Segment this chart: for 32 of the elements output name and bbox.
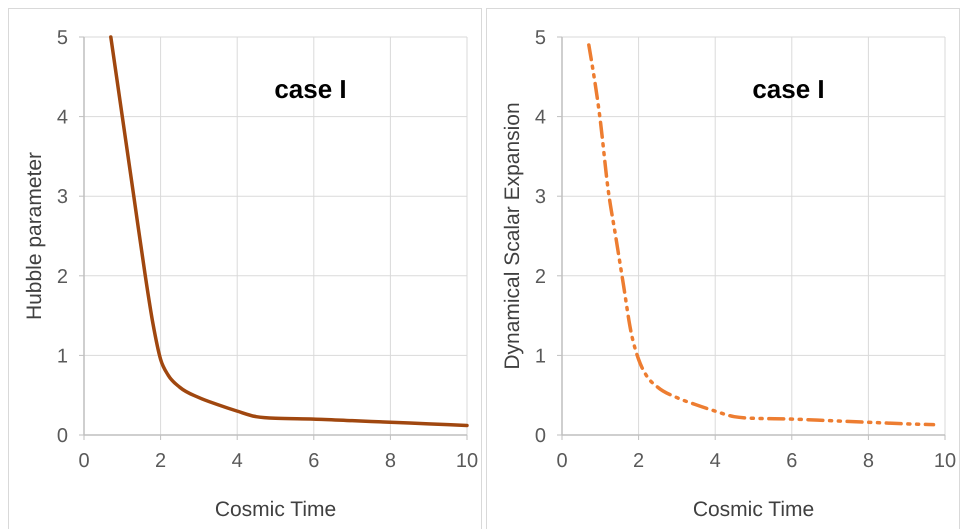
y-tick-label: 4 (56, 106, 68, 129)
x-tick-label: 10 (934, 450, 956, 472)
y-tick-label: 5 (534, 27, 546, 49)
x-tick-label: 10 (456, 450, 478, 472)
y-tick-label: 1 (534, 345, 546, 368)
x-tick-label: 0 (78, 450, 90, 472)
x-tick-label: 2 (633, 450, 644, 472)
x-tick-label: 6 (786, 450, 798, 472)
x-tick-label: 0 (556, 450, 568, 472)
y-tick-label: 0 (56, 425, 68, 447)
x-tick-label: 4 (232, 450, 243, 472)
line-series (109, 35, 469, 428)
text: case I (752, 74, 825, 104)
y-tick-label: 5 (56, 27, 68, 49)
x-tick-label: 8 (862, 450, 874, 472)
y-tick-label: 3 (56, 186, 68, 208)
x-axis-title: Cosmic Time (692, 498, 814, 521)
y-tick-label: 4 (534, 106, 546, 129)
text: case I (274, 74, 347, 104)
y-tick-label: 0 (534, 425, 546, 447)
x-tick-label: 6 (308, 450, 320, 472)
y-tick-label: 2 (56, 266, 68, 288)
x-tick-label: 2 (155, 450, 166, 472)
y-tick-label: 1 (56, 345, 68, 368)
y-tick-label: 2 (534, 266, 546, 288)
y-axis-title: Hubble parameter (23, 152, 46, 320)
x-tick-label: 8 (384, 450, 396, 472)
y-axis-title: Dynamical Scalar Expansion (501, 102, 524, 370)
x-axis-title: Cosmic Time (214, 498, 336, 521)
y-tick-label: 3 (534, 186, 546, 208)
line-series (587, 43, 936, 426)
x-tick-label: 4 (710, 450, 721, 472)
